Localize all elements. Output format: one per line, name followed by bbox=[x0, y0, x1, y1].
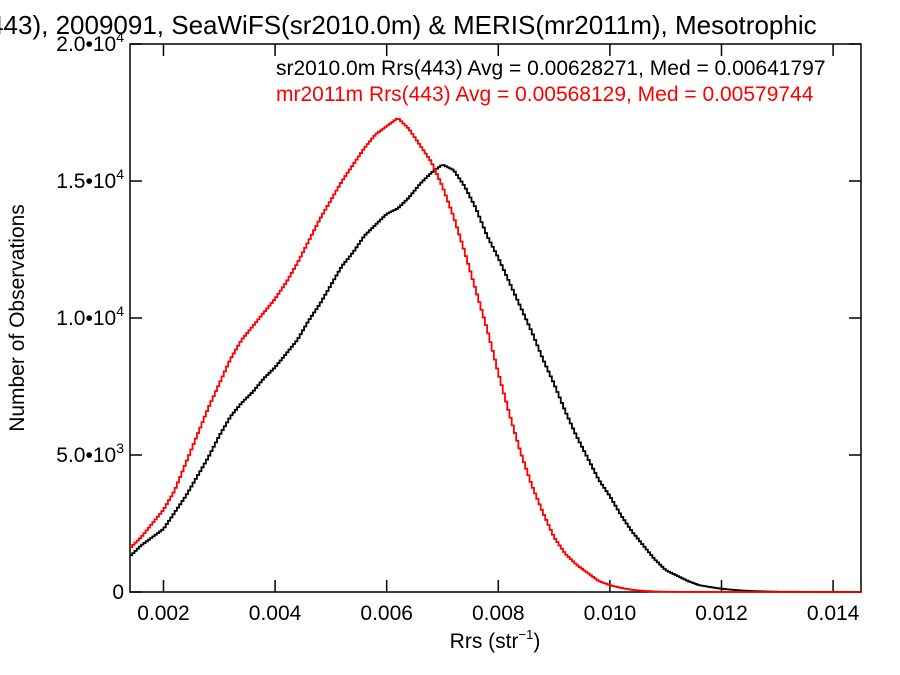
y-tick-label-base: 0 bbox=[112, 581, 124, 604]
y-tick-label-exponent: 4 bbox=[116, 303, 124, 319]
y-tick-label-exponent: 4 bbox=[116, 29, 124, 45]
y-tick-label-base: 1.5•10 bbox=[56, 170, 116, 193]
y-tick-label-base: 2.0•10 bbox=[56, 33, 116, 56]
plot-frame bbox=[129, 43, 862, 593]
x-tick-label: 0.014 bbox=[807, 602, 860, 625]
series-line-1 bbox=[130, 117, 861, 593]
x-tick-label: 0.004 bbox=[249, 602, 302, 625]
y-tick-label: 5.0•103 bbox=[56, 440, 124, 467]
x-tick-label: 0.008 bbox=[472, 602, 525, 625]
legend-entry-mr2011: mr2011m Rrs(443) Avg = 0.00568129, Med =… bbox=[276, 83, 814, 106]
x-tick-label: 0.002 bbox=[137, 602, 190, 625]
x-axis-label: Rrs (str−1) bbox=[450, 627, 541, 653]
y-tick-label-base: 1.0•10 bbox=[56, 307, 116, 330]
x-tick-label: 0.006 bbox=[360, 602, 413, 625]
chart-title: Rrs(443), 2009091, SeaWiFS(sr2010.0m) & … bbox=[0, 10, 817, 40]
y-tick-label: 1.5•104 bbox=[56, 166, 124, 193]
y-tick-label: 1.0•104 bbox=[56, 303, 124, 330]
y-tick-label-exponent: 4 bbox=[116, 166, 124, 182]
y-axis-label: Number of Observations bbox=[6, 204, 29, 432]
x-tick-label: 0.012 bbox=[695, 602, 748, 625]
x-tick-label: 0.010 bbox=[584, 602, 637, 625]
y-tick-label: 0 bbox=[112, 581, 124, 604]
y-tick-label: 2.0•104 bbox=[56, 29, 124, 56]
series-lines bbox=[130, 117, 861, 593]
x-axis-label-tail: ) bbox=[533, 630, 540, 653]
series-line-0 bbox=[130, 164, 861, 593]
x-axis-label-sup: −1 bbox=[519, 627, 534, 642]
y-tick-label-base: 5.0•10 bbox=[56, 444, 116, 467]
legend-entry-sr2010: sr2010.0m Rrs(443) Avg = 0.00628271, Med… bbox=[276, 57, 826, 80]
x-ticks: 0.002 0.004 0.006 0.008 0.010 0.012 0.014 bbox=[137, 44, 860, 625]
y-tick-label-exponent: 3 bbox=[116, 440, 124, 456]
